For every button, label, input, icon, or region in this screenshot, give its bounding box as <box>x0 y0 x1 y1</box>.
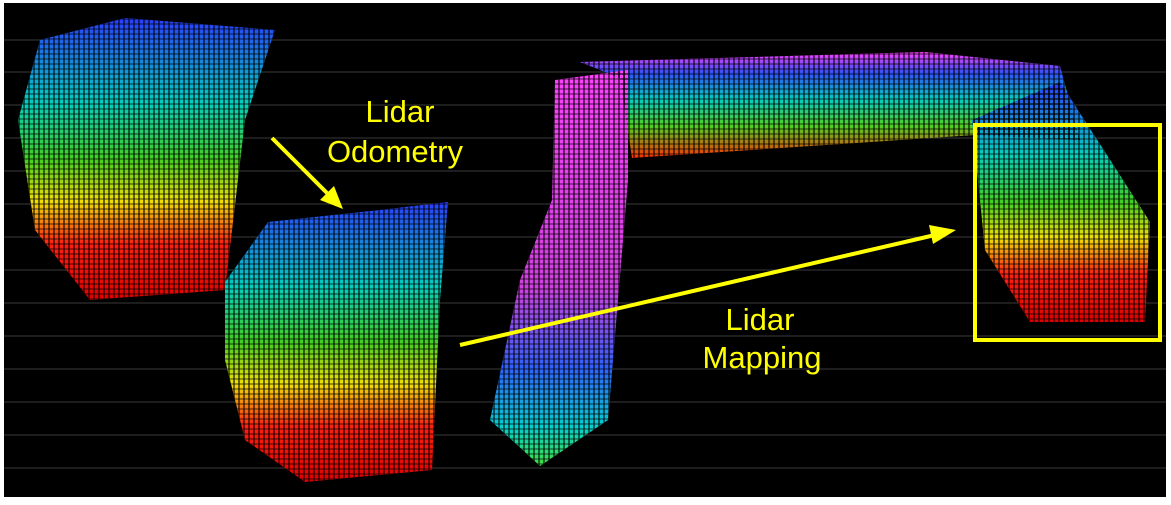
label: Mapping <box>703 340 822 375</box>
label: Odometry <box>327 134 464 169</box>
point-cloud-odometry <box>225 202 448 482</box>
point-cloud-map <box>490 52 1150 466</box>
point-cloud-scan <box>18 18 275 300</box>
label: Lidar <box>366 94 435 129</box>
arrows <box>270 136 956 347</box>
highlight-box <box>973 123 1162 342</box>
label: Lidar <box>726 302 795 337</box>
